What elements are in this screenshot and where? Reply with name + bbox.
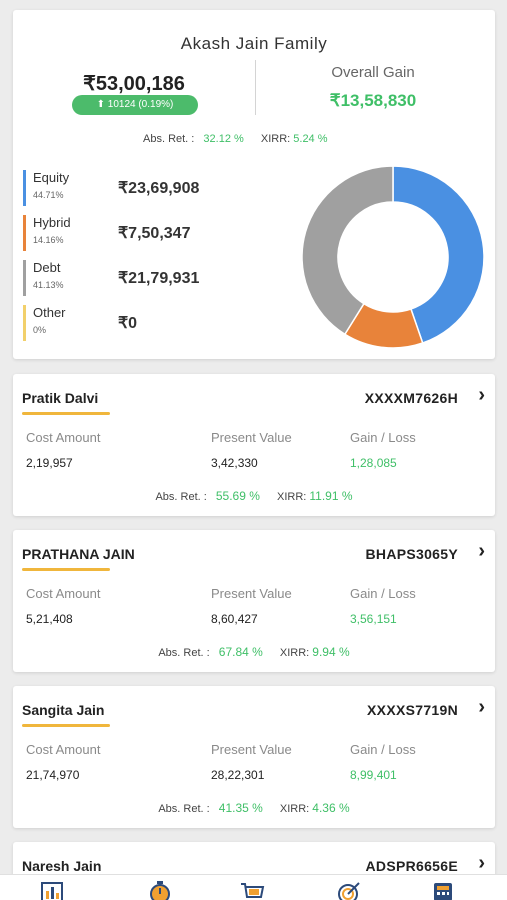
member-card[interactable]: Pratik Dalvi XXXXM7626H › Cost Amount Pr… <box>13 374 495 516</box>
allocation-pct: 0% <box>33 325 47 335</box>
cost-amount-value: 21,74,970 <box>26 768 80 782</box>
cart-icon[interactable] <box>240 881 266 900</box>
target-icon[interactable] <box>335 881 361 900</box>
abs-ret-value: 67.84 % <box>218 645 263 659</box>
gain-loss-value: 3,56,151 <box>350 612 397 626</box>
allocation-name: Hybrid <box>33 215 71 230</box>
xirr-label: XIRR: <box>279 803 310 815</box>
name-underline <box>22 412 110 415</box>
present-value-value: 8,60,427 <box>211 612 258 626</box>
abs-ret-value: 55.69 % <box>215 489 260 503</box>
present-value-label: Present Value <box>211 742 292 757</box>
debt-color-bar <box>23 260 26 296</box>
gain-loss-label: Gain / Loss <box>350 742 416 757</box>
equity-color-bar <box>23 170 26 206</box>
member-card[interactable]: PRATHANA JAIN BHAPS3065Y › Cost Amount P… <box>13 530 495 672</box>
family-title: Akash Jain Family <box>180 34 328 53</box>
allocation-pct: 14.16% <box>33 235 64 245</box>
abs-ret-label: Abs. Ret. : <box>158 647 210 659</box>
cost-amount-label: Cost Amount <box>26 430 101 445</box>
allocation-name: Debt <box>33 260 61 275</box>
member-returns: Abs. Ret. : 55.69 % XIRR: 11.91 % <box>13 489 495 503</box>
cost-amount-value: 5,21,408 <box>26 612 73 626</box>
cost-amount-label: Cost Amount <box>26 586 101 601</box>
abs-ret-value: 32.12 % <box>203 133 244 145</box>
member-pan: XXXXS7719N <box>367 702 458 718</box>
allocation-equity[interactable]: Equity 44.71% ₹23,69,908 <box>23 170 223 206</box>
allocation-hybrid[interactable]: Hybrid 14.16% ₹7,50,347 <box>23 215 223 251</box>
abs-ret-value: 41.35 % <box>218 801 263 815</box>
xirr-value: 4.36 % <box>312 801 350 815</box>
cost-amount-label: Cost Amount <box>26 742 101 757</box>
gain-loss-label: Gain / Loss <box>350 586 416 601</box>
calculator-icon[interactable] <box>430 881 456 900</box>
xirr-value: 5.24 % <box>293 133 328 145</box>
overall-gain-value: ₹13,58,830 <box>329 91 417 110</box>
hybrid-color-bar <box>23 215 26 251</box>
present-value-label: Present Value <box>211 430 292 445</box>
member-name: Pratik Dalvi <box>22 390 99 406</box>
present-value-label: Present Value <box>211 586 292 601</box>
chevron-right-icon[interactable]: › <box>478 384 485 406</box>
allocation-amount: ₹0 <box>118 315 138 332</box>
allocation-name: Equity <box>33 170 70 185</box>
overall-gain-label: Overall Gain <box>331 64 415 81</box>
allocation-amount: ₹21,79,931 <box>118 270 200 287</box>
xirr-label: XIRR: <box>276 491 307 503</box>
member-name: Naresh Jain <box>22 858 102 874</box>
allocation-name: Other <box>33 305 66 320</box>
name-underline <box>22 724 110 727</box>
total-value: ₹53,00,186 <box>83 73 185 95</box>
name-underline <box>22 568 110 571</box>
donut-slice-debt[interactable] <box>301 165 394 336</box>
other-color-bar <box>23 305 26 341</box>
day-gain-badge: ⬆ 10124 (0.19%) <box>72 95 198 115</box>
gain-loss-label: Gain / Loss <box>350 430 416 445</box>
abs-ret-label: Abs. Ret. : <box>143 133 195 145</box>
member-pan: BHAPS3065Y <box>365 546 458 562</box>
allocation-amount: ₹23,69,908 <box>118 180 200 197</box>
abs-ret-label: Abs. Ret. : <box>155 491 207 503</box>
xirr-label: XIRR: <box>260 133 291 145</box>
allocation-donut-chart[interactable] <box>301 165 485 349</box>
member-returns: Abs. Ret. : 41.35 % XIRR: 4.36 % <box>13 801 495 815</box>
member-name: Sangita Jain <box>22 702 105 718</box>
allocation-pct: 41.13% <box>33 280 64 290</box>
xirr-label: XIRR: <box>279 647 310 659</box>
gain-loss-value: 1,28,085 <box>350 456 397 470</box>
present-value-value: 3,42,330 <box>211 456 258 470</box>
allocation-pct: 44.71% <box>33 190 64 200</box>
member-returns: Abs. Ret. : 67.84 % XIRR: 9.94 % <box>13 645 495 659</box>
member-name: PRATHANA JAIN <box>22 546 135 562</box>
member-card[interactable]: Sangita Jain XXXXS7719N › Cost Amount Pr… <box>13 686 495 828</box>
chevron-right-icon[interactable]: › <box>478 696 485 718</box>
xirr-value: 11.91 % <box>309 489 353 503</box>
family-summary-card: Akash Jain Family ₹53,00,186 ⬆ 10124 (0.… <box>13 10 495 359</box>
allocation-amount: ₹7,50,347 <box>118 225 191 242</box>
chevron-right-icon[interactable]: › <box>478 540 485 562</box>
portfolio-icon[interactable] <box>40 881 66 900</box>
chevron-right-icon[interactable]: › <box>478 852 485 874</box>
present-value-value: 28,22,301 <box>211 768 265 782</box>
bottom-navigation <box>0 874 507 900</box>
allocation-debt[interactable]: Debt 41.13% ₹21,79,931 <box>23 260 223 296</box>
gain-loss-value: 8,99,401 <box>350 768 397 782</box>
abs-ret-label: Abs. Ret. : <box>158 803 210 815</box>
allocation-other[interactable]: Other 0% ₹0 <box>23 305 223 341</box>
donut-slice-equity[interactable] <box>392 165 485 344</box>
member-pan: ADSPR6656E <box>365 858 458 874</box>
xirr-value: 9.94 % <box>312 645 350 659</box>
divider <box>255 60 256 115</box>
stopwatch-icon[interactable] <box>147 881 173 900</box>
summary-returns: Abs. Ret. : 32.12 % XIRR: 5.24 % <box>143 133 328 145</box>
cost-amount-value: 2,19,957 <box>26 456 73 470</box>
member-pan: XXXXM7626H <box>364 390 458 406</box>
